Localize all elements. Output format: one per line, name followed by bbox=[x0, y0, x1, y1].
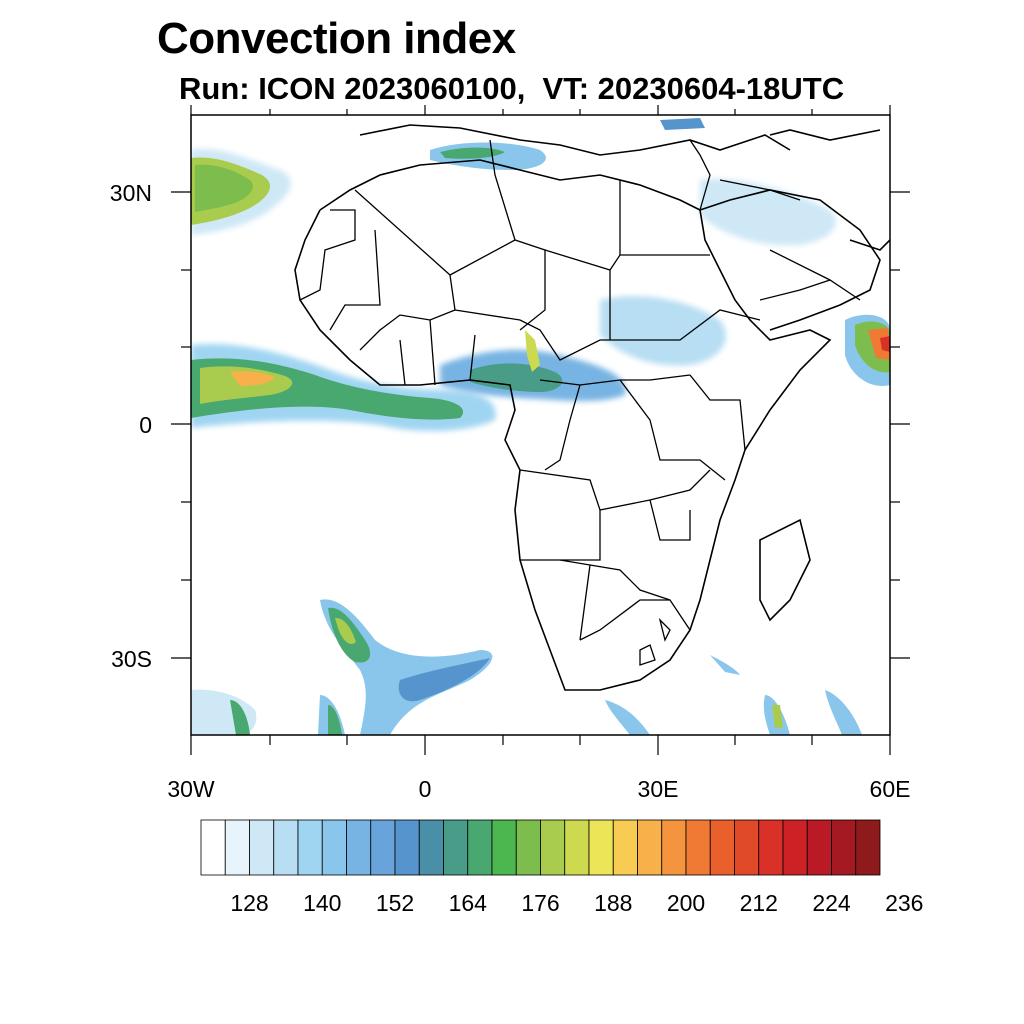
country-borders bbox=[299, 139, 861, 666]
colorbar-swatch bbox=[491, 819, 517, 876]
colorbar-swatch bbox=[855, 819, 881, 876]
colorbar-swatch bbox=[588, 819, 614, 876]
colorbar-label: 200 bbox=[666, 890, 706, 916]
colorbar-swatch bbox=[346, 819, 372, 876]
map-title: Convection index bbox=[157, 14, 516, 63]
colorbar-swatch bbox=[734, 819, 760, 876]
x-label-0: 0 bbox=[418, 776, 432, 802]
axis-ticks bbox=[171, 105, 910, 755]
y-label-30n: 30N bbox=[109, 180, 152, 206]
colorbar-label: 152 bbox=[375, 890, 415, 916]
map-frame bbox=[190, 114, 891, 736]
colorbar-swatch bbox=[273, 819, 299, 876]
colorbar-swatch bbox=[443, 819, 469, 876]
colorbar-label: 176 bbox=[521, 890, 560, 916]
colorbar-label: 224 bbox=[812, 890, 851, 916]
colorbar-swatch bbox=[224, 819, 250, 876]
y-label-0: 0 bbox=[139, 412, 152, 438]
colorbar-label: 140 bbox=[303, 890, 342, 916]
colorbar-swatch bbox=[418, 819, 444, 876]
colorbar-swatch bbox=[200, 819, 226, 876]
colorbar-swatch bbox=[637, 819, 663, 876]
colorbar-swatch bbox=[321, 819, 347, 876]
colorbar-swatch bbox=[831, 819, 857, 876]
colorbar-swatch bbox=[515, 819, 541, 876]
colorbar-swatch bbox=[685, 819, 711, 876]
coastlines bbox=[294, 124, 890, 691]
colorbar-swatch bbox=[758, 819, 784, 876]
x-label-60e: 60E bbox=[869, 776, 911, 802]
convection-field bbox=[191, 118, 890, 735]
colorbar-swatch bbox=[394, 819, 420, 876]
colorbar-swatch bbox=[806, 819, 832, 876]
colorbar-swatch bbox=[370, 819, 396, 876]
colorbar-label: 188 bbox=[594, 890, 633, 916]
colorbar-swatch bbox=[661, 819, 687, 876]
colorbar bbox=[200, 819, 881, 876]
colorbar-swatch bbox=[467, 819, 493, 876]
x-label-30w: 30W bbox=[167, 776, 215, 802]
colorbar-swatch bbox=[564, 819, 590, 876]
colorbar-swatch bbox=[297, 819, 323, 876]
colorbar-label: 212 bbox=[739, 890, 778, 916]
colorbar-swatch bbox=[709, 819, 735, 876]
x-label-30e: 30E bbox=[637, 776, 679, 802]
colorbar-swatch bbox=[540, 819, 566, 876]
colorbar-label: 236 bbox=[885, 890, 924, 916]
colorbar-label: 164 bbox=[448, 890, 487, 916]
colorbar-swatch bbox=[612, 819, 638, 876]
y-label-30s: 30S bbox=[111, 646, 152, 672]
colorbar-swatch bbox=[782, 819, 808, 876]
colorbar-label: 128 bbox=[230, 890, 269, 916]
map-subtitle: Run: ICON 2023060100, VT: 20230604-18UTC bbox=[179, 71, 845, 106]
colorbar-swatch bbox=[249, 819, 275, 876]
